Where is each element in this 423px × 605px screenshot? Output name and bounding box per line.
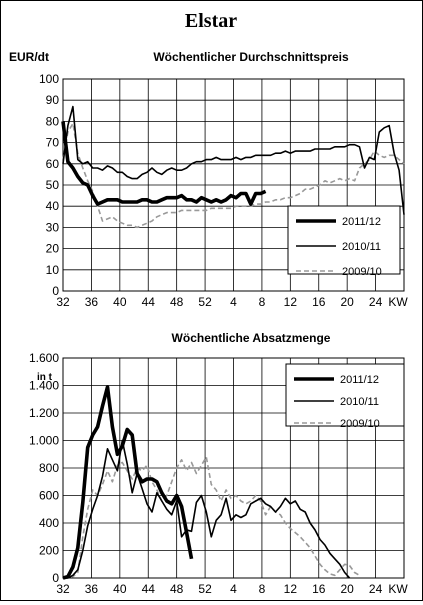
series-line-2009-10 (62, 122, 405, 229)
series-line-2010-11 (63, 439, 351, 579)
y-tick-label: 400 (39, 516, 59, 530)
legend-label: 2010/11 (340, 396, 379, 408)
series-line-2009-10 (63, 456, 360, 579)
y-tick-label: 100 (39, 72, 59, 86)
x-tick-label: 44 (142, 582, 156, 596)
y-tick-label: 80 (46, 114, 60, 128)
legend-label: 2009/10 (340, 418, 380, 430)
legend-label: 2010/11 (342, 241, 381, 253)
chart-title: Wöchentlicher Durchschnittspreis (153, 50, 349, 64)
x-tick-label: 48 (170, 295, 184, 309)
y-tick-label: 0 (52, 571, 59, 585)
x-tick-label: 4 (230, 295, 237, 309)
chart-title: Wöchentliche Absatzmenge (172, 331, 331, 345)
y-tick-label: 70 (46, 136, 60, 150)
y-tick-label: 60 (46, 157, 60, 171)
x-tick-label: 4 (230, 582, 237, 596)
y-tick-label: 1.600 (29, 351, 59, 365)
x-tick-label: 24 (369, 582, 383, 596)
x-tick-label: 24 (369, 295, 383, 309)
x-tick-label: 32 (56, 295, 70, 309)
series-line-2010-11 (62, 105, 405, 215)
x-tick-label: 8 (259, 295, 266, 309)
x-axis-label: KW (388, 582, 408, 596)
x-tick-label: 36 (85, 295, 99, 309)
y-tick-label: 1.400 (29, 379, 59, 393)
x-tick-label: 8 (259, 582, 266, 596)
x-tick-label: 20 (340, 295, 354, 309)
x-tick-label: 48 (170, 582, 184, 596)
y-tick-label: 1.000 (29, 434, 59, 448)
y-tick-label: 30 (46, 220, 60, 234)
x-tick-label: 40 (113, 295, 127, 309)
x-tick-label: 52 (198, 295, 212, 309)
legend-label: 2011/12 (340, 374, 379, 386)
x-axis-label: KW (388, 295, 408, 309)
page-title: Elstar (185, 10, 237, 32)
x-tick-label: 16 (312, 295, 326, 309)
y-tick-label: 800 (39, 461, 59, 475)
legend-label: 2009/10 (342, 266, 382, 278)
y-tick-label: 600 (39, 489, 59, 503)
x-tick-label: 44 (142, 295, 156, 309)
x-tick-label: 12 (284, 582, 298, 596)
series-line-2011-12 (62, 385, 194, 580)
x-tick-label: 20 (340, 582, 354, 596)
y-tick-label: 200 (39, 544, 59, 558)
x-tick-label: 36 (85, 582, 99, 596)
x-tick-label: 52 (198, 582, 212, 596)
x-tick-label: 32 (56, 582, 70, 596)
y-axis-label: in t (37, 372, 53, 383)
legend-box (287, 205, 401, 275)
y-tick-label: 10 (46, 263, 60, 277)
x-tick-label: 16 (312, 582, 326, 596)
y-tick-label: 20 (46, 242, 60, 256)
legend-box (285, 363, 405, 427)
series-line-2011-12 (61, 121, 267, 206)
y-axis-label: EUR/dt (9, 50, 49, 64)
y-tick-label: 90 (46, 93, 60, 107)
volume-chart: 0 200 400 600 800 1.000 1.200 1.400 1.600 32 36 40 4… (29, 331, 408, 596)
legend-label: 2011/12 (342, 216, 381, 228)
y-tick-label: 0 (52, 284, 59, 298)
x-tick-label: 40 (113, 582, 127, 596)
x-tick-label: 12 (284, 295, 298, 309)
y-tick-label: 50 (46, 178, 60, 192)
y-tick-label: 1.200 (29, 406, 59, 420)
y-tick-label: 40 (46, 199, 60, 213)
